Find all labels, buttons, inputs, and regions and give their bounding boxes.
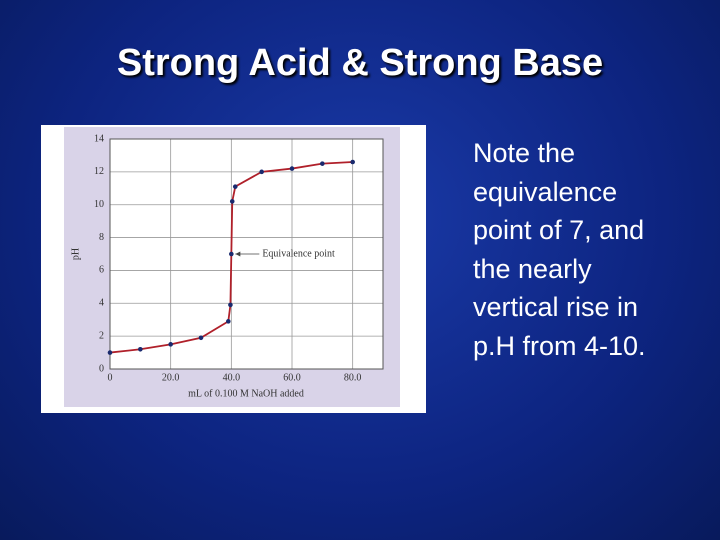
body-line: p.H from 4-10. bbox=[473, 330, 646, 361]
plot-border bbox=[109, 138, 384, 370]
x-tick-label: 40.0 bbox=[223, 372, 241, 383]
x-axis-label: mL of 0.100 M NaOH added bbox=[188, 388, 304, 399]
data-point bbox=[226, 319, 231, 324]
data-point bbox=[259, 169, 264, 175]
data-point bbox=[289, 166, 295, 171]
x-tick-label: 80.0 bbox=[344, 372, 362, 383]
y-tick-label: 8 bbox=[99, 232, 104, 243]
data-point bbox=[320, 161, 325, 166]
y-tick-label: 12 bbox=[94, 166, 104, 177]
annotation: Equivalence point bbox=[262, 248, 335, 259]
data-point bbox=[107, 350, 113, 355]
x-tick-label: 0 bbox=[108, 372, 113, 383]
data-point bbox=[168, 342, 173, 347]
y-tick-label: 0 bbox=[99, 363, 104, 374]
x-tick-label: 20.0 bbox=[162, 372, 180, 383]
slide-title: Strong Acid & Strong Base bbox=[116, 42, 604, 84]
y-axis-label: pH bbox=[70, 248, 81, 260]
y-tick-label: 4 bbox=[99, 298, 104, 309]
body-line: vertical rise in bbox=[473, 292, 639, 322]
annotation-arrowhead bbox=[235, 251, 241, 257]
data-point bbox=[138, 346, 143, 352]
data-point bbox=[229, 199, 235, 204]
body-line: equivalence bbox=[473, 176, 618, 207]
body-line: the nearly bbox=[473, 253, 592, 284]
slide-body: Note the equivalence point of 7, and the ne… bbox=[473, 134, 646, 365]
body-line: Note the bbox=[473, 138, 576, 168]
y-tick-label: 14 bbox=[94, 133, 104, 144]
data-point bbox=[232, 184, 238, 189]
data-point bbox=[198, 335, 204, 341]
data-point bbox=[229, 251, 234, 257]
y-tick-label: 6 bbox=[99, 265, 104, 276]
x-tick-label: 60.0 bbox=[283, 372, 301, 383]
data-point bbox=[228, 302, 233, 308]
data-point bbox=[350, 159, 355, 165]
body-line: point of 7, and bbox=[473, 215, 645, 245]
y-tick-label: 10 bbox=[94, 199, 104, 210]
y-tick-label: 2 bbox=[99, 330, 104, 341]
